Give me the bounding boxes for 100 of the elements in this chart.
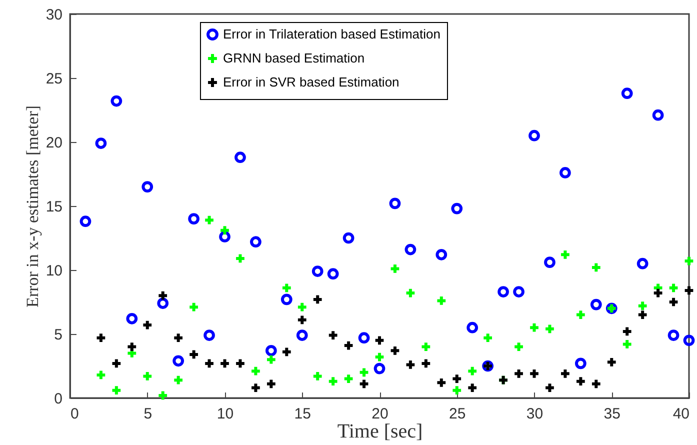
legend-label: Error in Trilateration based Estimation (222, 26, 440, 42)
point (188, 301, 200, 313)
x-tick-label: 5 (144, 406, 152, 422)
point (234, 358, 246, 370)
point (110, 95, 122, 107)
x-tick-label: 0 (70, 406, 79, 422)
y-tick-label: 15 (46, 198, 62, 216)
point (126, 341, 138, 352)
point (513, 341, 524, 352)
point (466, 382, 478, 394)
x-tick-label: 40 (672, 406, 690, 422)
point (389, 198, 401, 210)
point (513, 286, 524, 298)
point (683, 255, 695, 267)
y-tick-label: 0 (54, 390, 62, 408)
point (498, 286, 509, 298)
point (110, 358, 122, 370)
x-tick-label: 35 (604, 406, 620, 422)
point (668, 296, 680, 308)
point (296, 314, 308, 326)
point (342, 340, 354, 352)
point (250, 365, 262, 377)
point (404, 244, 416, 256)
point (157, 390, 169, 402)
point (95, 138, 107, 149)
point (574, 358, 586, 370)
point (621, 88, 633, 100)
x-tick-label: 20 (372, 406, 388, 422)
point (374, 351, 386, 363)
point (404, 287, 416, 299)
point (188, 348, 200, 360)
legend-label: GRNN based Estimation (222, 50, 365, 66)
point (296, 301, 308, 313)
point (250, 236, 262, 248)
point (204, 330, 215, 341)
x-tick-label: 30 (526, 406, 544, 422)
point (358, 378, 370, 390)
point (142, 319, 154, 331)
point (219, 358, 230, 370)
point (621, 326, 633, 338)
point (312, 294, 324, 306)
point (528, 322, 540, 334)
point (590, 298, 602, 310)
point (234, 252, 246, 264)
point (683, 334, 695, 346)
point (466, 365, 478, 377)
point (590, 262, 602, 274)
y-tick-label: 20 (46, 134, 62, 152)
point (358, 332, 370, 344)
point (451, 202, 463, 214)
point (544, 256, 556, 268)
point (652, 109, 664, 121)
point (636, 309, 648, 320)
point (668, 282, 680, 294)
point (265, 344, 277, 356)
y-axis-title: Error in x-y estimates [meter] (22, 105, 42, 308)
x-tick-label: 10 (216, 406, 234, 422)
point (280, 346, 292, 358)
point (172, 355, 184, 367)
point (374, 362, 386, 374)
point (157, 290, 169, 302)
point (560, 167, 571, 178)
point (420, 358, 432, 370)
point (204, 214, 215, 226)
point (296, 330, 308, 341)
point (668, 330, 680, 341)
y-tick-label: 25 (46, 70, 62, 88)
point (204, 358, 215, 370)
point (420, 341, 432, 352)
point (544, 382, 556, 394)
point (544, 323, 556, 335)
point (142, 370, 154, 382)
point (142, 181, 154, 192)
point (327, 268, 339, 280)
y-tick-label: 5 (54, 326, 62, 344)
point (404, 359, 416, 370)
point (374, 334, 386, 346)
y-tick-label: 10 (46, 262, 62, 280)
point (280, 294, 292, 306)
point (451, 373, 463, 384)
point (188, 213, 200, 224)
point (234, 152, 246, 164)
point (342, 373, 354, 384)
point (636, 258, 648, 270)
point (652, 287, 664, 299)
point (466, 322, 478, 334)
y-tick-label: 30 (46, 6, 62, 24)
x-axis-title: Time [sec] (337, 420, 423, 442)
x-tick-label: 15 (294, 406, 311, 422)
point (312, 370, 324, 382)
point (95, 369, 107, 381)
point (327, 330, 339, 341)
x-tick-label: 25 (449, 406, 466, 422)
point (250, 382, 262, 394)
point (80, 216, 92, 228)
point (126, 312, 138, 324)
legend-label: Error in SVR based Estimation (222, 74, 400, 90)
point (621, 338, 633, 350)
point (528, 130, 540, 142)
point (436, 248, 448, 260)
